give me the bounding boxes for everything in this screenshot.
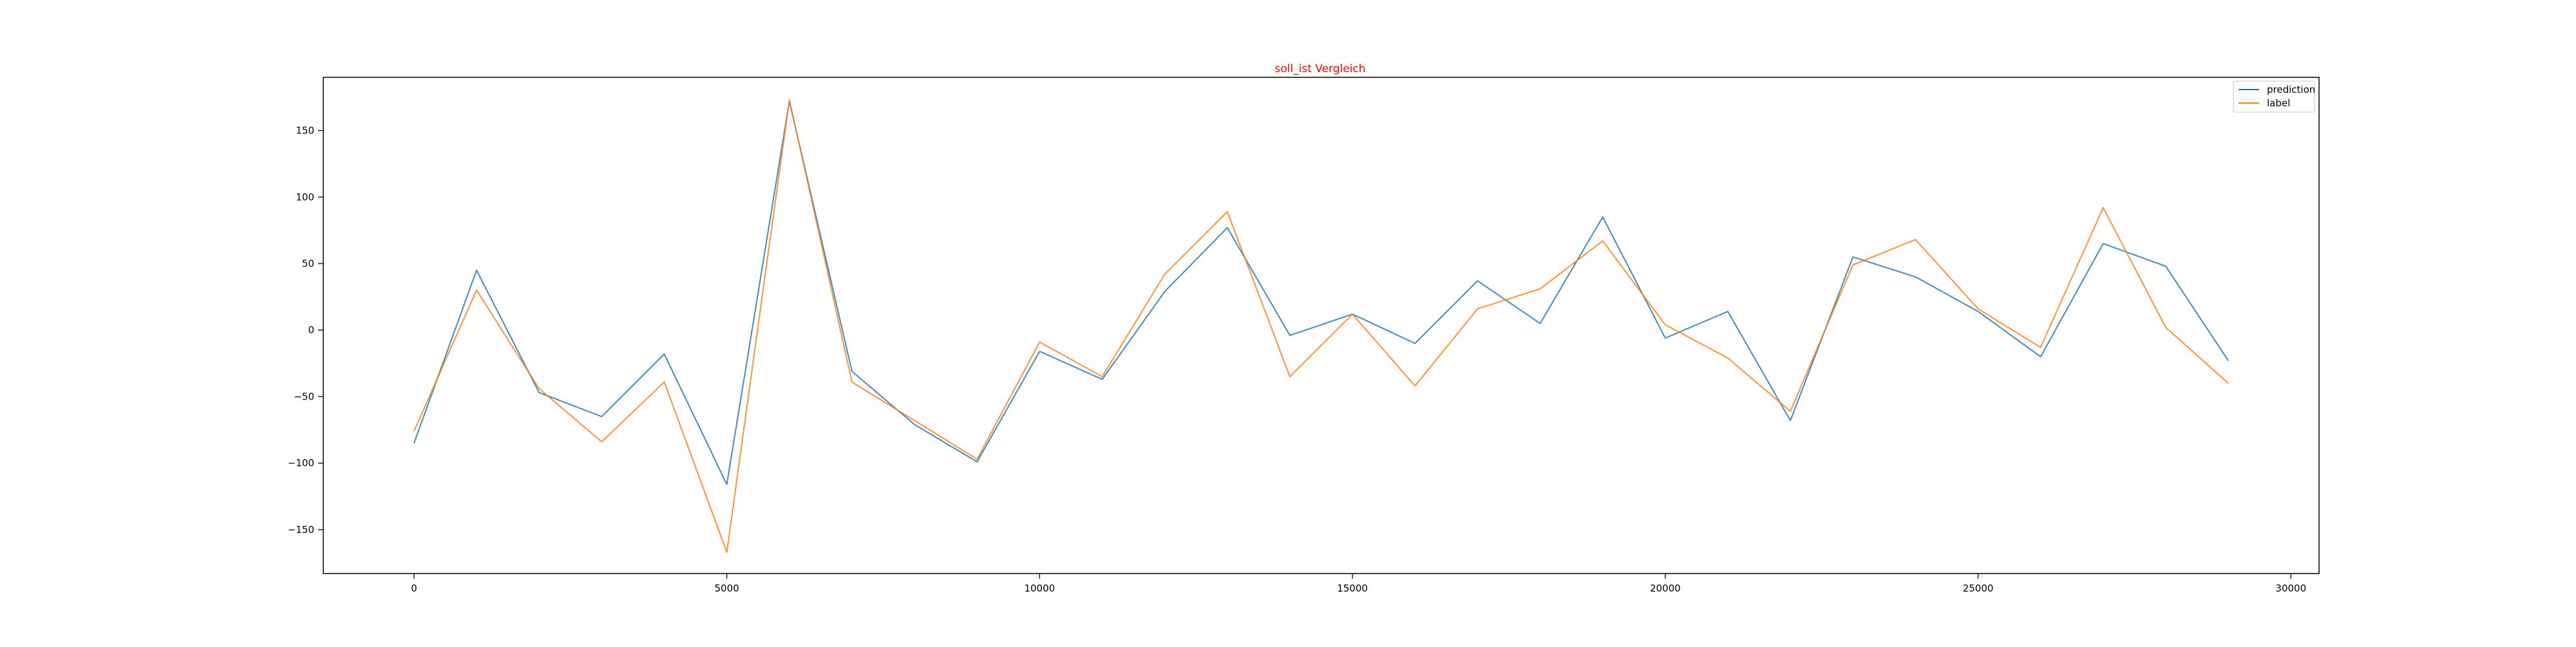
series-line-label bbox=[413, 99, 2229, 553]
plot-area-frame bbox=[323, 77, 2320, 574]
y-tick-label: 100 bbox=[296, 191, 314, 203]
legend-label-label: label bbox=[2267, 97, 2290, 109]
y-tick-label: −50 bbox=[294, 391, 314, 402]
x-tick-label: 0 bbox=[411, 583, 417, 594]
x-tick-label: 25000 bbox=[1963, 583, 1994, 594]
series-line-prediction bbox=[413, 101, 2229, 485]
series-layer bbox=[413, 99, 2229, 553]
legend-label-prediction: prediction bbox=[2267, 84, 2315, 95]
y-tick-label: 0 bbox=[308, 324, 314, 336]
y-tick-label: 50 bbox=[302, 258, 314, 269]
y-tick-label: −150 bbox=[288, 524, 314, 536]
x-tick-label: 30000 bbox=[2275, 583, 2306, 594]
x-tick-label: 15000 bbox=[1337, 583, 1368, 594]
y-axis: −150 −100 −50 0 50 100 150 bbox=[288, 125, 323, 536]
x-axis: 0 5000 10000 15000 20000 25000 30000 bbox=[411, 574, 2306, 594]
y-tick-label: −100 bbox=[288, 458, 314, 469]
chart-title: soll_ist Vergleich bbox=[1274, 63, 1365, 75]
y-tick-label: 150 bbox=[296, 125, 314, 137]
x-tick-label: 10000 bbox=[1024, 583, 1055, 594]
x-tick-label: 5000 bbox=[715, 583, 739, 594]
x-tick-label: 20000 bbox=[1650, 583, 1681, 594]
legend: prediction label bbox=[2233, 81, 2315, 113]
